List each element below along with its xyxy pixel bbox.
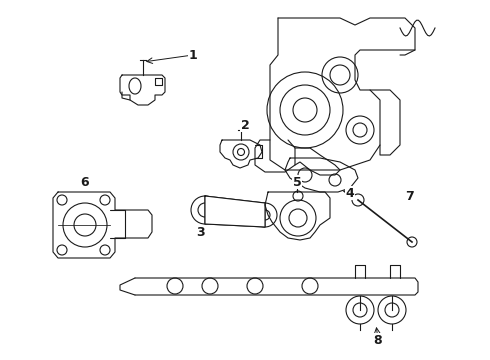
Text: 1: 1: [189, 49, 197, 62]
Text: 5: 5: [293, 176, 301, 189]
Polygon shape: [205, 196, 265, 227]
Text: 7: 7: [406, 189, 415, 202]
Text: 3: 3: [196, 225, 204, 239]
Text: 6: 6: [81, 176, 89, 189]
Text: 4: 4: [345, 186, 354, 199]
Text: 2: 2: [241, 118, 249, 131]
Text: 8: 8: [374, 333, 382, 346]
